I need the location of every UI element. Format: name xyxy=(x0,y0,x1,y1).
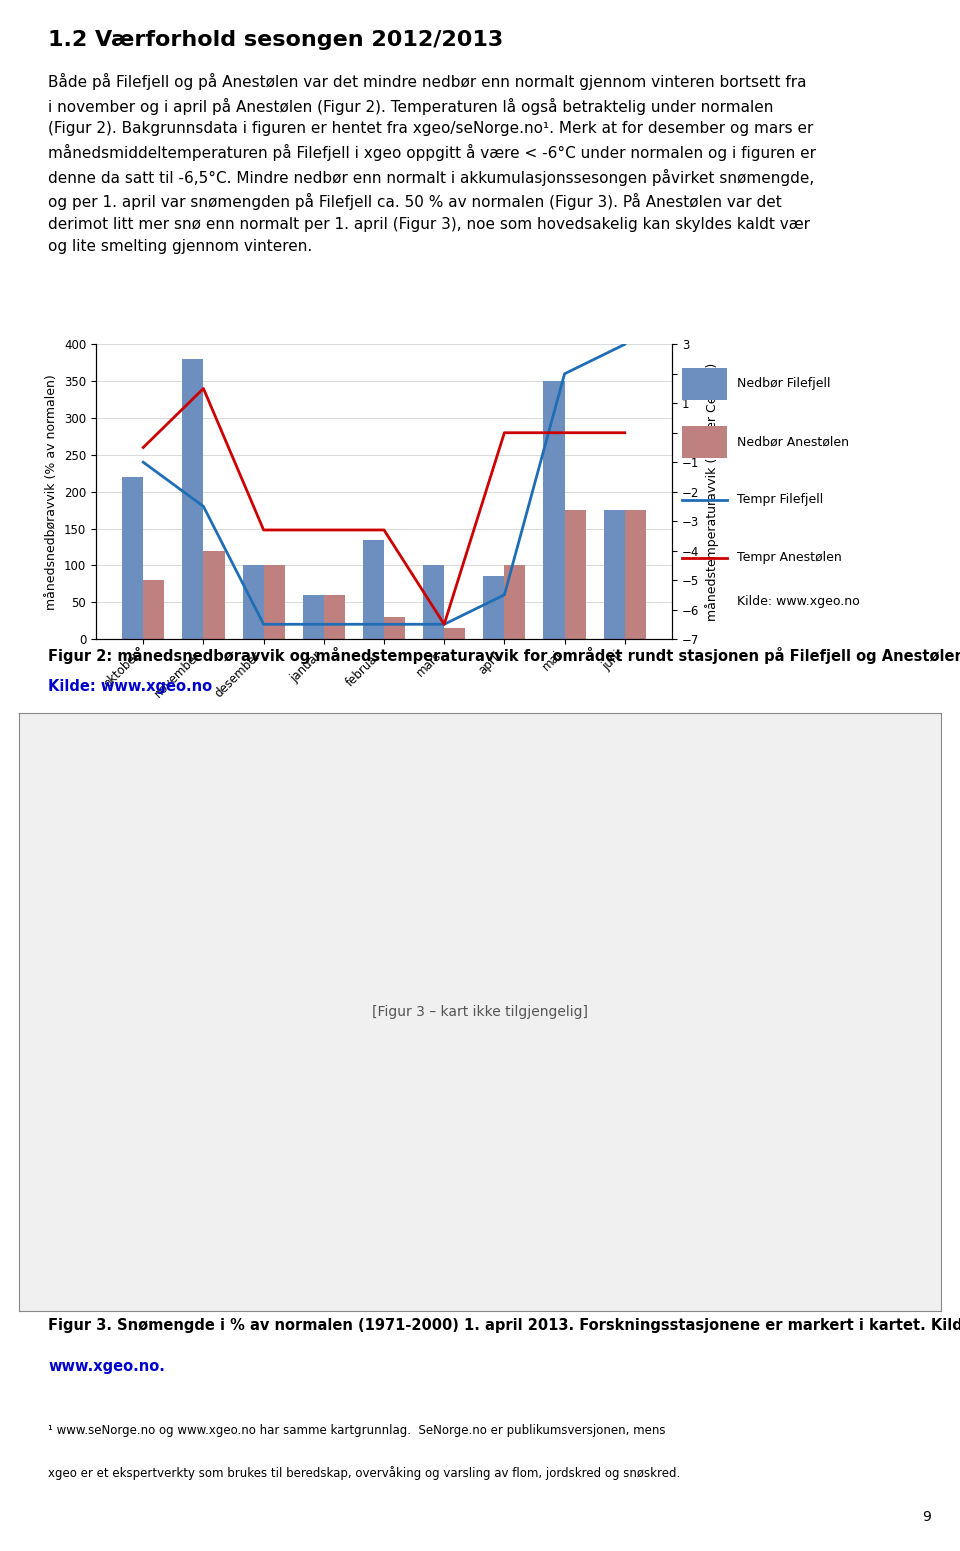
Bar xyxy=(444,628,466,639)
Bar xyxy=(302,594,324,639)
Bar xyxy=(243,566,264,639)
Bar xyxy=(483,577,504,639)
Text: Figur 2: månedsnedbøravvik og månedstemperaturavvik for området rundt stasjonen : Figur 2: månedsnedbøravvik og månedstemp… xyxy=(48,647,960,664)
Text: Tempr Filefjell: Tempr Filefjell xyxy=(736,493,823,506)
Bar xyxy=(264,566,285,639)
FancyBboxPatch shape xyxy=(682,368,727,400)
Bar xyxy=(204,551,225,639)
Bar xyxy=(384,617,405,639)
Text: Kilde: www.xgeo.no: Kilde: www.xgeo.no xyxy=(736,596,859,608)
Text: Tempr Anestølen: Tempr Anestølen xyxy=(736,552,841,565)
Bar xyxy=(122,476,143,639)
Bar xyxy=(504,566,525,639)
Text: www.xgeo.no.: www.xgeo.no. xyxy=(48,1359,165,1374)
Text: Kilde: www.xgeo.no: Kilde: www.xgeo.no xyxy=(48,679,212,695)
Text: 1.2 Værforhold sesongen 2012/2013: 1.2 Værforhold sesongen 2012/2013 xyxy=(48,31,503,50)
Text: Figur 3. Snømengde i % av normalen (1971-2000) 1. april 2013. Forskningsstasjone: Figur 3. Snømengde i % av normalen (1971… xyxy=(48,1318,960,1334)
Text: 9: 9 xyxy=(923,1509,931,1525)
Text: ¹ www.seNorge.no og www.xgeo.no har samme kartgrunnlag.  SeNorge.no er publikums: ¹ www.seNorge.no og www.xgeo.no har samm… xyxy=(48,1424,665,1436)
Text: Nedbør Anestølen: Nedbør Anestølen xyxy=(736,436,849,448)
Bar xyxy=(625,510,646,639)
Bar xyxy=(604,510,625,639)
Text: Både på Filefjell og på Anestølen var det mindre nedbør enn normalt gjennom vint: Både på Filefjell og på Anestølen var de… xyxy=(48,73,816,254)
Text: Nedbør Filefjell: Nedbør Filefjell xyxy=(736,377,830,391)
Bar xyxy=(423,566,444,639)
Bar xyxy=(363,540,384,639)
Bar xyxy=(324,594,345,639)
Text: [Figur 3 – kart ikke tilgjengelig]: [Figur 3 – kart ikke tilgjengelig] xyxy=(372,1005,588,1019)
Bar xyxy=(182,358,204,639)
Bar xyxy=(543,382,564,639)
FancyBboxPatch shape xyxy=(682,427,727,458)
Bar xyxy=(564,510,586,639)
Text: xgeo er et ekspertverkty som brukes til beredskap, overvåking og varsling av flo: xgeo er et ekspertverkty som brukes til … xyxy=(48,1466,681,1480)
Y-axis label: månedsnedbøravvik (% av normalen): månedsnedbøravvik (% av normalen) xyxy=(45,374,59,610)
Y-axis label: månedstemperaturavvik (grader Celsius): månedstemperaturavvik (grader Celsius) xyxy=(705,363,719,620)
Bar xyxy=(143,580,164,639)
